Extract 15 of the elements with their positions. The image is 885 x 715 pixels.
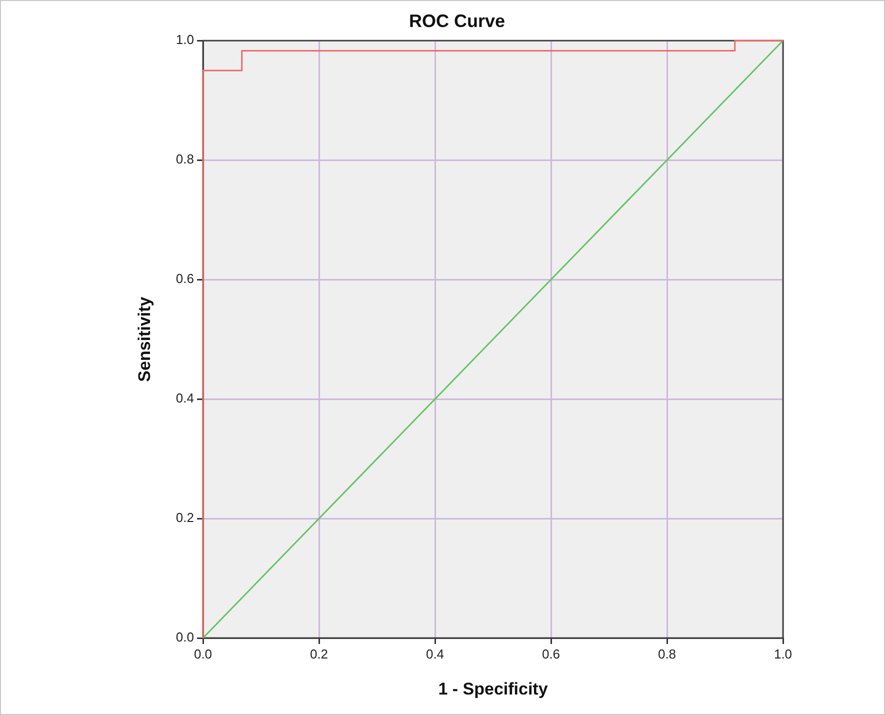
x-tick-label: 0.6 <box>542 646 560 662</box>
x-tick-label: 0.2 <box>310 646 328 662</box>
x-tick-label: 1.0 <box>774 646 792 662</box>
x-tick-label: 0.0 <box>194 646 212 662</box>
x-axis-title: 1 - Specificity <box>438 679 548 698</box>
y-axis-title: Sensitivity <box>134 296 154 382</box>
y-tick-label: 0.0 <box>176 630 194 645</box>
y-tick-label: 0.4 <box>176 390 194 406</box>
y-tick-label: 0.2 <box>176 510 194 526</box>
x-tick-label: 0.8 <box>658 646 676 662</box>
y-tick-label: 0.6 <box>176 271 194 286</box>
chart-title: ROC Curve <box>408 10 506 31</box>
y-tick-label: 0.8 <box>176 152 194 167</box>
y-tick-label: 1.0 <box>176 32 194 48</box>
x-tick-label: 0.4 <box>426 646 444 662</box>
